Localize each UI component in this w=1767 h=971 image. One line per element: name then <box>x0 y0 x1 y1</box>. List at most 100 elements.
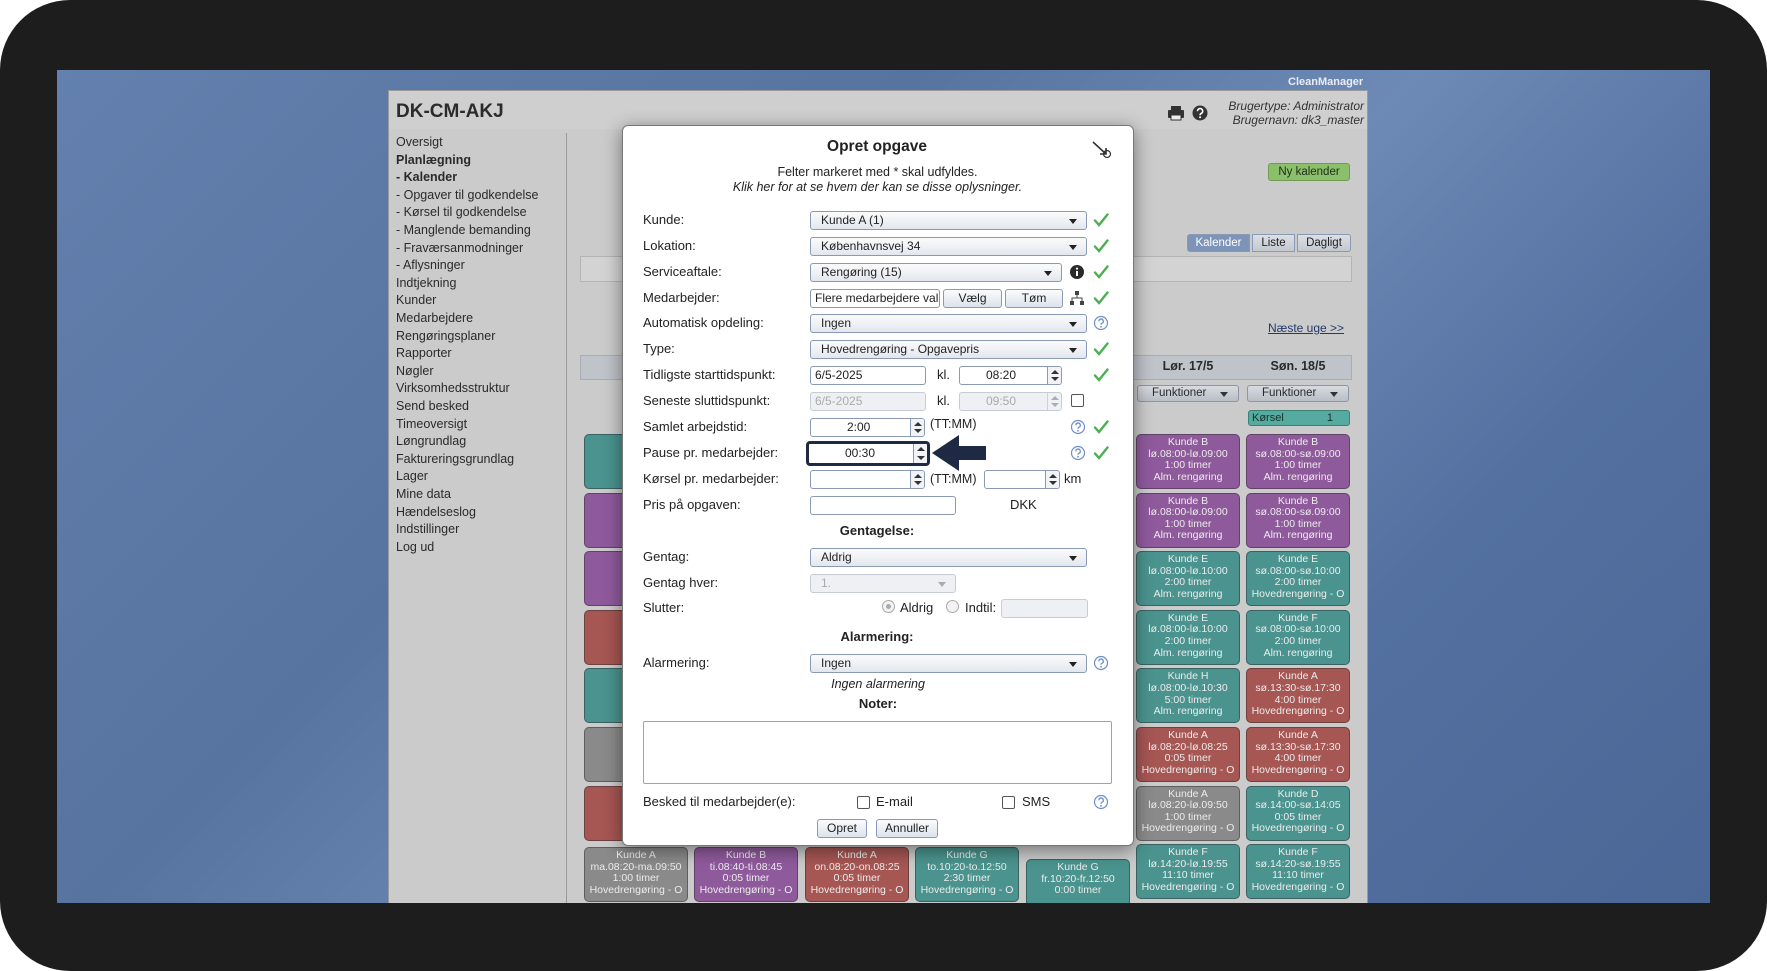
next-week-link[interactable]: Næste uge >> <box>1268 321 1345 335</box>
spinner[interactable] <box>1045 471 1059 488</box>
customer-select[interactable]: Kunde A (1) <box>810 211 1087 230</box>
menu-item[interactable]: - Manglende bemanding <box>396 223 531 237</box>
menu-item[interactable]: Planlægning <box>396 152 471 167</box>
repeat-select[interactable]: Aldrig <box>810 548 1087 567</box>
view-tab[interactable]: Liste <box>1252 234 1295 252</box>
view-tab[interactable]: Kalender <box>1187 234 1250 252</box>
menu-item[interactable]: - Aflysninger <box>396 258 465 273</box>
clear-button[interactable]: Tøm <box>1005 289 1063 308</box>
functions-button[interactable]: Funktioner <box>1137 385 1239 402</box>
employee-input[interactable]: Flere medarbejdere val <box>810 289 940 308</box>
menu-item[interactable]: Faktureringsgrundlag <box>396 451 515 466</box>
driving-distance-input[interactable] <box>984 470 1060 489</box>
radio-never[interactable] <box>882 600 895 613</box>
menu-item[interactable]: Virksomhedsstruktur <box>396 381 510 396</box>
menu-item[interactable]: Nøgler <box>396 363 434 378</box>
menu-item[interactable]: Medarbejdere <box>396 311 474 325</box>
start-date-input[interactable]: 6/5-2025 <box>810 366 926 385</box>
alarm-select[interactable]: Ingen <box>810 654 1087 673</box>
driving-chip[interactable]: Kørsel 1 <box>1248 410 1350 426</box>
help-icon[interactable] <box>1093 655 1109 671</box>
visibility-link[interactable]: Klik her for at se hvem der kan se disse… <box>732 180 1023 194</box>
sms-checkbox[interactable] <box>1002 796 1015 809</box>
field-label: Gentag: <box>643 549 690 564</box>
menu-item[interactable]: - Opgaver til godkendelse <box>396 187 539 202</box>
card-line: sø.08:00-sø.09:00 <box>1255 506 1341 519</box>
help-icon[interactable] <box>1070 419 1086 435</box>
spinner[interactable] <box>910 419 924 436</box>
close-icon[interactable] <box>1090 139 1112 159</box>
menu-item[interactable]: Mine data <box>396 487 451 501</box>
location-select[interactable]: Københavnsvej 34 <box>810 237 1087 256</box>
menu-item[interactable]: Indtjekning <box>396 275 457 290</box>
submit-button[interactable]: Opret <box>817 819 867 838</box>
new-calendar-button[interactable]: Ny kalender <box>1268 163 1350 181</box>
help-icon[interactable] <box>1093 315 1109 331</box>
total-work-input[interactable]: 2:00 <box>810 418 925 437</box>
org-icon[interactable] <box>1069 290 1085 306</box>
price-input[interactable] <box>810 496 956 515</box>
notes-textarea[interactable] <box>643 721 1112 784</box>
menu-item[interactable]: Log ud <box>396 539 435 554</box>
menu-item[interactable]: Lager <box>396 469 428 484</box>
radio-until[interactable] <box>946 600 959 613</box>
checkbox-label: SMS <box>1022 794 1051 809</box>
menu-item[interactable]: Send besked <box>396 399 469 413</box>
type-select[interactable]: Hovedrengøring - Opgavepris <box>810 340 1087 359</box>
auto-split-select[interactable]: Ingen <box>810 314 1087 333</box>
menu-item[interactable]: Rapporter <box>396 346 452 361</box>
menu-item[interactable]: - Fraværsanmodninger <box>396 240 524 255</box>
info-icon[interactable] <box>1069 264 1085 280</box>
cancel-button[interactable]: Annuller <box>876 819 938 838</box>
menu-item[interactable]: Hændelseslog <box>396 504 476 519</box>
break-input[interactable]: 00:30 <box>806 441 930 466</box>
menu-item[interactable]: - Kørsel til godkendelse <box>396 205 527 220</box>
end-time-checkbox[interactable] <box>1071 394 1084 407</box>
field-label: Pris på opgaven: <box>643 497 741 512</box>
menu-item[interactable]: Oversigt <box>396 135 443 149</box>
help-icon[interactable] <box>1093 794 1109 810</box>
menu-item[interactable]: Indstillinger <box>396 522 460 537</box>
menu-item[interactable]: Kunder <box>396 293 437 308</box>
card-line: lø.08:00-lø.09:00 <box>1148 447 1228 460</box>
help-icon[interactable] <box>1070 445 1086 461</box>
email-checkbox[interactable] <box>857 796 870 809</box>
spinner[interactable] <box>910 471 924 488</box>
header-icons[interactable] <box>1166 104 1212 122</box>
spinner[interactable] <box>913 444 927 463</box>
menu-item[interactable]: Løngrundlag <box>396 434 467 449</box>
driving-time-input[interactable] <box>810 470 925 489</box>
card-line: Alm. rengøring <box>1263 470 1333 483</box>
choose-button[interactable]: Vælg <box>943 289 1002 308</box>
menu-item[interactable]: Timeoversigt <box>396 416 468 431</box>
view-tab[interactable]: Dagligt <box>1297 234 1351 252</box>
menu-item[interactable]: Rengøringsplaner <box>396 328 496 343</box>
start-time-input[interactable]: 08:20 <box>959 366 1062 385</box>
service-agreement-select[interactable]: Rengøring (15) <box>810 263 1062 282</box>
functions-button[interactable]: Funktioner <box>1247 385 1349 402</box>
menu-item[interactable]: - Kalender <box>396 170 458 185</box>
spinner[interactable] <box>1047 367 1061 384</box>
card-line: Kunde G <box>946 849 988 861</box>
